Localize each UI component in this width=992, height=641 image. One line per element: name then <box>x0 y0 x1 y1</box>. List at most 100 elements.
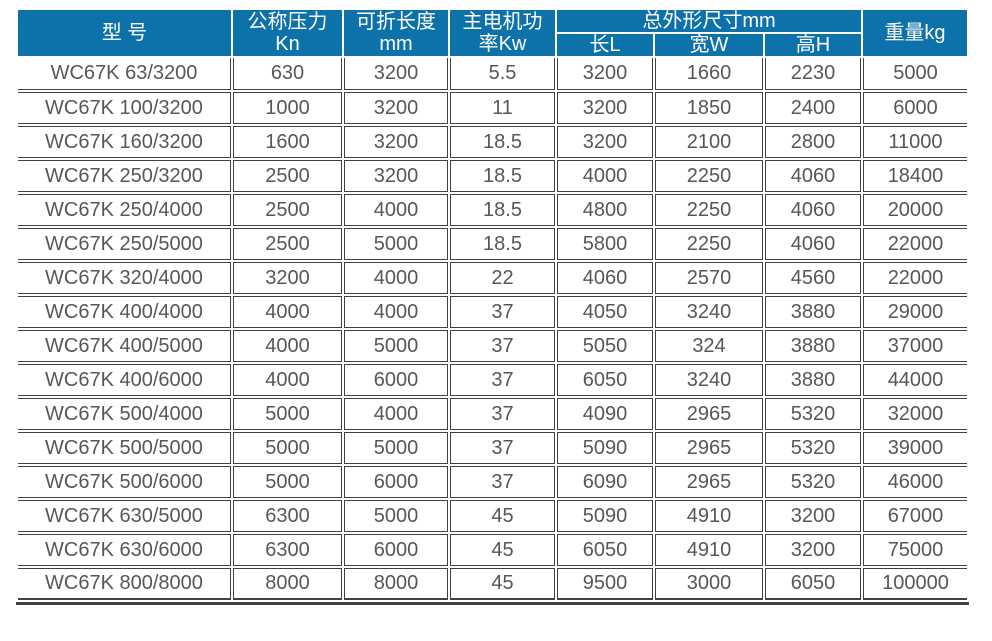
table-cell: 4560 <box>765 262 861 294</box>
model-cell: WC67K 250/4000 <box>18 194 231 226</box>
table-row: WC67K 400/5000 4000 5000 37 5050 324 3880 37000 <box>18 330 967 362</box>
model-cell: WC67K 400/4000 <box>18 296 231 328</box>
table-cell: 32000 <box>863 398 967 430</box>
table-cell: 4000 <box>233 330 342 362</box>
table-cell: 37 <box>450 296 555 328</box>
table-cell: 37 <box>450 432 555 464</box>
table-cell: 6000 <box>344 364 448 396</box>
table-cell: 4910 <box>655 534 763 566</box>
table-cell: 5090 <box>557 432 653 464</box>
model-cell: WC67K 500/6000 <box>18 466 231 498</box>
table-row: WC67K 250/4000 2500 4000 18.5 4800 2250 4060 20… <box>18 194 967 226</box>
table-row: WC67K 630/5000 6300 5000 45 5090 4910 3200 6700… <box>18 500 967 532</box>
table-cell: 4000 <box>233 296 342 328</box>
table-cell: 4000 <box>344 398 448 430</box>
table-cell: 22000 <box>863 262 967 294</box>
table-cell: 6000 <box>863 92 967 124</box>
table-cell: 2250 <box>655 194 763 226</box>
header-dim-length-label: 长L <box>589 34 621 56</box>
header-nominal-pressure-line1: 公称压力 <box>247 11 328 33</box>
table-cell: 46000 <box>863 466 967 498</box>
table-cell: 3200 <box>344 58 448 90</box>
table-row: WC67K 63/3200 630 3200 5.5 3200 1660 2230 5000 <box>18 58 967 90</box>
table-cell: 5320 <box>765 432 861 464</box>
table-cell: 11000 <box>863 126 967 158</box>
table-cell: 4090 <box>557 398 653 430</box>
table-cell: 44000 <box>863 364 967 396</box>
table-cell: 3880 <box>765 330 861 362</box>
table-cell: 18.5 <box>450 160 555 192</box>
table-cell: 3200 <box>233 262 342 294</box>
model-cell: WC67K 100/3200 <box>18 92 231 124</box>
header-row-top: 型 号 公称压力 Kn 可折长度 mm 主电机功 率Kw 总外形尺寸mm <box>18 10 967 56</box>
table-cell: 2800 <box>765 126 861 158</box>
table-cell: 45 <box>450 500 555 532</box>
header-nominal-pressure-line2: Kn <box>275 33 300 55</box>
table-row: WC67K 500/6000 5000 6000 37 6090 2965 5320 4600… <box>18 466 967 498</box>
table-cell: 5320 <box>765 398 861 430</box>
table-cell: 5000 <box>863 58 967 90</box>
table-cell: 2965 <box>655 466 763 498</box>
table-cell: 3200 <box>557 92 653 124</box>
spec-table: 型 号 公称压力 Kn 可折长度 mm 主电机功 率Kw 总外形尺寸mm <box>16 8 969 602</box>
table-cell: 4000 <box>233 364 342 396</box>
table-cell: 11 <box>450 92 555 124</box>
table-row: WC67K 100/3200 1000 3200 11 3200 1850 2400 6000 <box>18 92 967 124</box>
table-cell: 3200 <box>765 500 861 532</box>
table-cell: 8000 <box>233 568 342 600</box>
table-cell: 1000 <box>233 92 342 124</box>
model-cell: WC67K 630/6000 <box>18 534 231 566</box>
table-row: WC67K 400/6000 4000 6000 37 6050 3240 3880 4400… <box>18 364 967 396</box>
table-cell: 4060 <box>765 194 861 226</box>
table-cell: 45 <box>450 534 555 566</box>
table-cell: 20000 <box>863 194 967 226</box>
table-cell: 5.5 <box>450 58 555 90</box>
table-cell: 3240 <box>655 364 763 396</box>
table-cell: 5000 <box>344 432 448 464</box>
table-cell: 5000 <box>233 432 342 464</box>
header-dim-height: 高H <box>765 34 861 56</box>
model-cell: WC67K 400/6000 <box>18 364 231 396</box>
table-cell: 45 <box>450 568 555 600</box>
header-overall-dimensions-label: 总外形尺寸mm <box>642 10 776 32</box>
table-cell: 18.5 <box>450 126 555 158</box>
table-cell: 2500 <box>233 194 342 226</box>
table-row: WC67K 400/4000 4000 4000 37 4050 3240 3880 2900… <box>18 296 967 328</box>
model-cell: WC67K 250/3200 <box>18 160 231 192</box>
table-row: WC67K 800/8000 8000 8000 45 9500 3000 6050 1000… <box>18 568 967 600</box>
table-body: WC67K 63/3200 630 3200 5.5 3200 1660 2230 5000 W… <box>18 58 967 600</box>
table-cell: 5000 <box>344 330 448 362</box>
table-cell: 6300 <box>233 534 342 566</box>
table-cell: 6000 <box>344 466 448 498</box>
header-motor-power-line1: 主电机功 <box>462 11 543 33</box>
model-cell: WC67K 500/5000 <box>18 432 231 464</box>
table-cell: 37 <box>450 330 555 362</box>
table-cell: 1850 <box>655 92 763 124</box>
table-cell: 6050 <box>557 534 653 566</box>
table-cell: 2400 <box>765 92 861 124</box>
table-cell: 6090 <box>557 466 653 498</box>
header-fold-length-line1: 可折长度 <box>356 11 436 33</box>
table-cell: 18400 <box>863 160 967 192</box>
table-cell: 2965 <box>655 432 763 464</box>
table-cell: 2250 <box>655 228 763 260</box>
table-cell: 4060 <box>765 160 861 192</box>
spec-table-container: 型 号 公称压力 Kn 可折长度 mm 主电机功 率Kw 总外形尺寸mm <box>16 8 969 605</box>
table-cell: 6000 <box>344 534 448 566</box>
model-cell: WC67K 160/3200 <box>18 126 231 158</box>
header-row-sub: 长L 宽W 高H <box>18 34 967 56</box>
header-model-label: 型 号 <box>101 22 148 44</box>
table-row: WC67K 160/3200 1600 3200 18.5 3200 2100 2800 11… <box>18 126 967 158</box>
table-cell: 18.5 <box>450 228 555 260</box>
table-cell: 6300 <box>233 500 342 532</box>
table-cell: 2250 <box>655 160 763 192</box>
table-row: WC67K 320/4000 3200 4000 22 4060 2570 4560 2200… <box>18 262 967 294</box>
table-cell: 29000 <box>863 296 967 328</box>
table-cell: 3200 <box>344 126 448 158</box>
table-cell: 4060 <box>765 228 861 260</box>
table-cell: 3200 <box>344 160 448 192</box>
table-cell: 4000 <box>344 296 448 328</box>
table-cell: 3880 <box>765 296 861 328</box>
table-cell: 18.5 <box>450 194 555 226</box>
table-cell: 37000 <box>863 330 967 362</box>
